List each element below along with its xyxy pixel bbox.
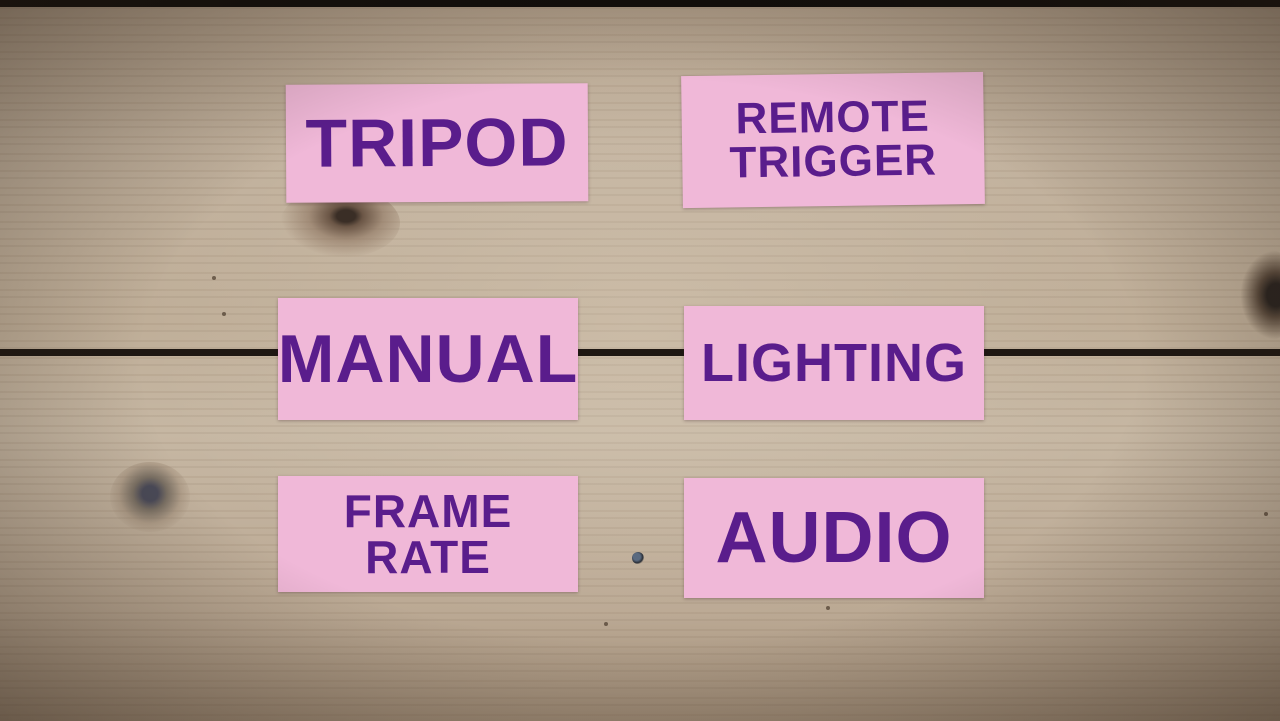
sticky-note-frame-rate: Frame Rate — [278, 476, 578, 592]
wood-speck — [1264, 512, 1268, 516]
note-label: Remote Trigger — [729, 91, 938, 188]
sticky-note-remote-trigger: Remote Trigger — [681, 71, 985, 209]
note-label: Tripod — [305, 104, 569, 182]
sticky-note-lighting: Lighting — [684, 306, 984, 420]
top-black-border — [0, 0, 1280, 7]
note-label: Audio — [715, 498, 953, 578]
plank-seam — [0, 349, 1280, 356]
wood-speck — [222, 312, 226, 316]
wood-knot — [110, 462, 190, 532]
note-label: Manual — [277, 321, 579, 397]
sticky-note-audio: Audio — [684, 478, 984, 598]
sticky-note-manual: Manual — [278, 298, 578, 420]
note-label: Frame Rate — [343, 485, 513, 583]
wood-knot — [1240, 250, 1280, 340]
wood-speck — [826, 606, 830, 610]
sticky-note-tripod: Tripod — [285, 83, 589, 203]
wood-speck — [212, 276, 216, 280]
note-label: Lighting — [701, 333, 967, 393]
nail-head — [632, 552, 644, 564]
wood-speck — [604, 622, 608, 626]
